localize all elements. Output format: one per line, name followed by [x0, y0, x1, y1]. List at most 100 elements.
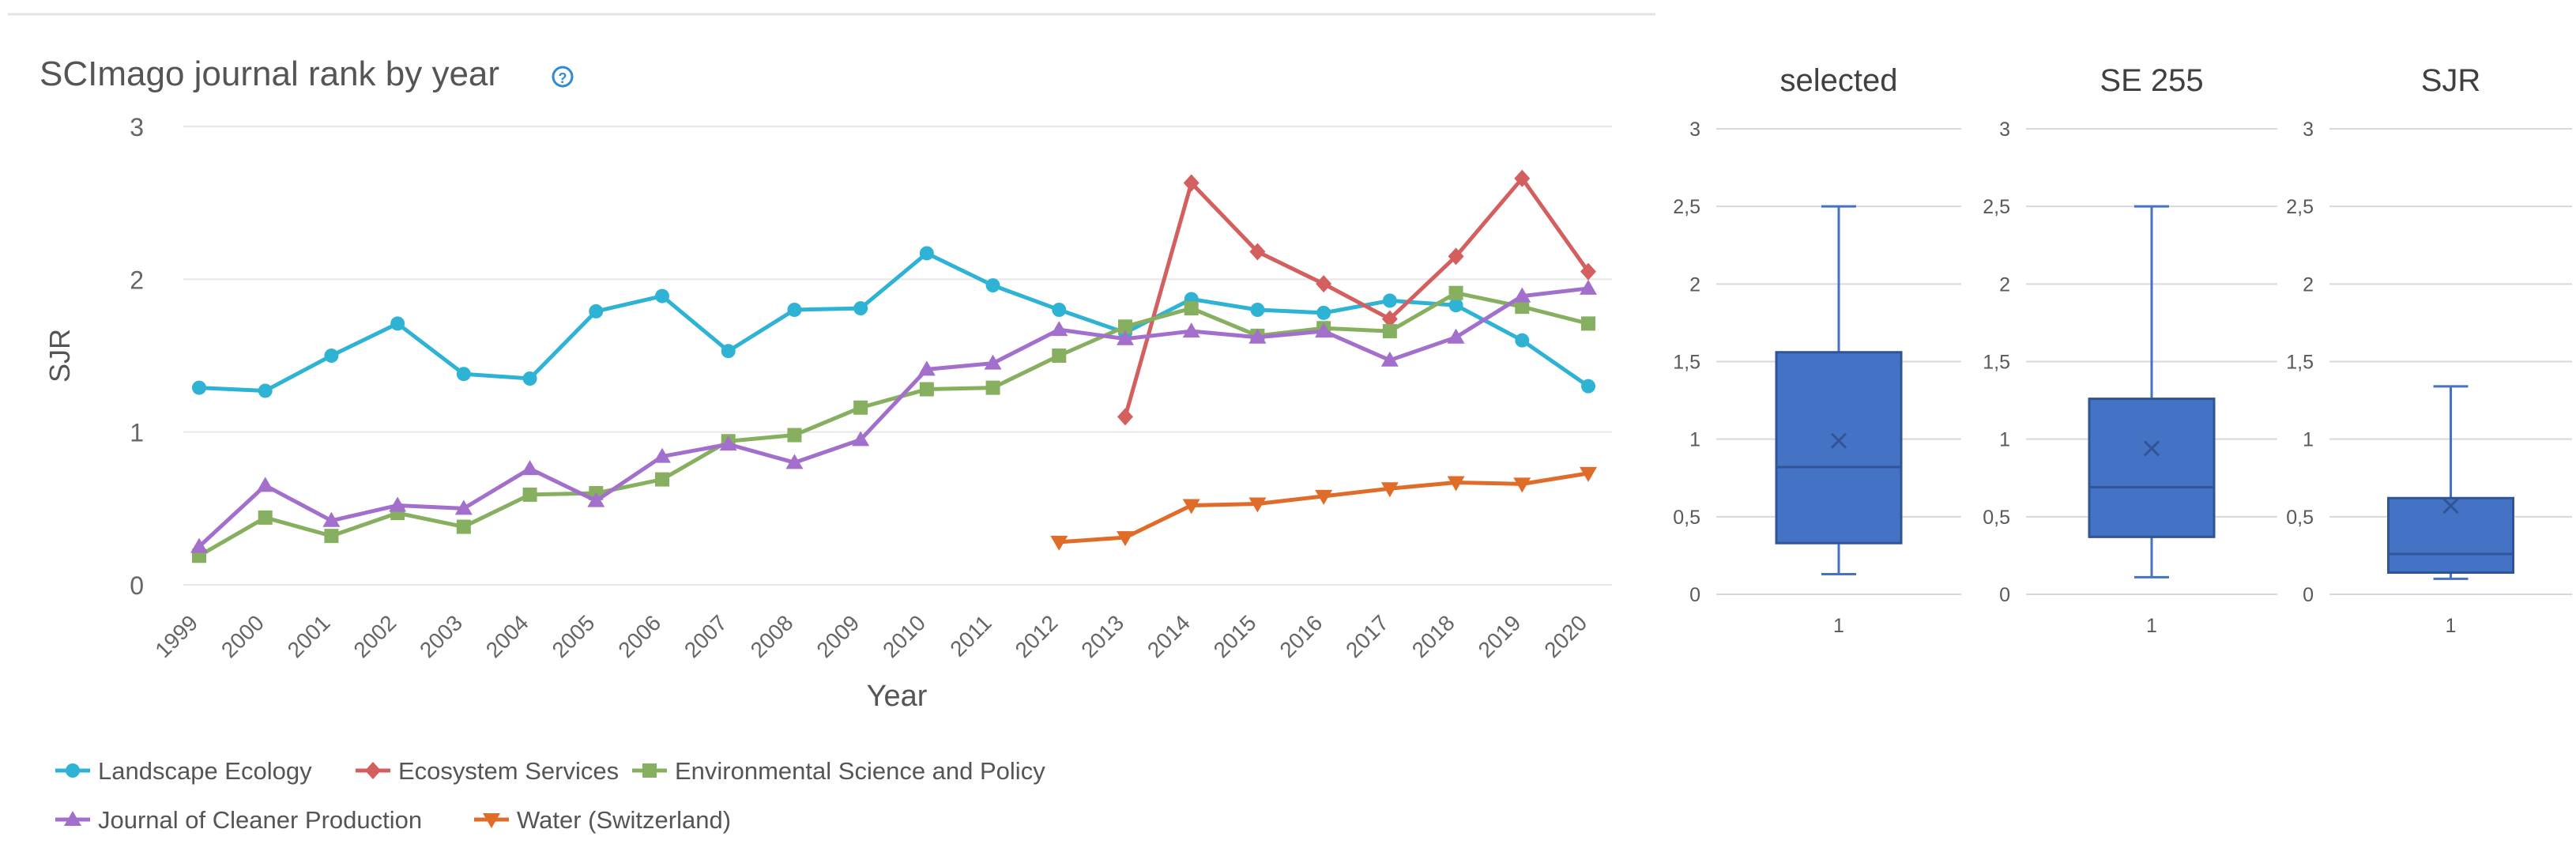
x-tick-label: 2011	[945, 610, 996, 661]
y-tick-label: 3	[1999, 119, 2010, 141]
data-point	[1447, 328, 1465, 344]
data-point	[1052, 303, 1067, 317]
series-line	[1059, 471, 1589, 545]
x-tick-label: 2007	[680, 610, 732, 662]
legend-item[interactable]: Environmental Science and Policy	[632, 757, 1045, 785]
sjr-line-chart: SCImago journal rank by year ? 0 1 2 3 1999…	[40, 55, 1612, 834]
boxplot-selected: selected 0 0,5 1 1,5 2 2,5 3 1	[1673, 63, 1961, 637]
y-tick-label: 2	[1999, 273, 2010, 296]
y-tick-label: 0	[2303, 584, 2314, 606]
y-tick-label: 1,5	[1673, 352, 1700, 374]
x-tick-label: 2018	[1407, 610, 1459, 662]
data-point	[1515, 300, 1530, 315]
x-tick-label: 1999	[150, 610, 202, 662]
mean-marker-stroke	[1830, 432, 1847, 449]
legend-item[interactable]: Journal of Cleaner Production	[55, 806, 422, 834]
data-point	[787, 428, 802, 443]
x-tick-label: 2005	[548, 610, 600, 662]
data-point	[1117, 408, 1133, 426]
mean-marker	[1830, 432, 1847, 449]
data-point	[390, 316, 405, 331]
y-tick-label: 0,5	[1673, 507, 1700, 529]
data-point	[1380, 351, 1399, 367]
data-point	[522, 371, 537, 386]
data-point	[389, 496, 407, 512]
mean-marker-stroke	[2143, 440, 2160, 457]
x-tick-label: 2000	[217, 610, 269, 662]
data-point	[589, 303, 604, 318]
data-point	[1118, 319, 1132, 334]
data-point	[190, 537, 208, 553]
data-point	[719, 435, 737, 451]
y-tick-label: 2	[2303, 273, 2314, 296]
data-point	[258, 510, 273, 525]
x-tick-label: 2017	[1341, 610, 1393, 662]
legend-item[interactable]: Ecosystem Services	[356, 757, 619, 785]
x-tick-label: 2019	[1474, 610, 1526, 662]
data-point	[1447, 476, 1465, 492]
data-point	[456, 519, 471, 534]
iqr-box	[2088, 398, 2216, 538]
y-tick-label: 1,5	[2286, 352, 2314, 374]
data-point	[1250, 303, 1265, 317]
data-point	[1581, 379, 1595, 394]
data-point	[984, 354, 1002, 370]
data-point	[1182, 322, 1200, 338]
chart-title: SCImago journal rank by year	[40, 55, 499, 93]
x-tick-label: 2010	[878, 610, 930, 662]
x-axis-label: Year	[867, 680, 928, 713]
x-tick-label: 2008	[746, 610, 798, 662]
legend-item[interactable]: Landscape Ecology	[55, 757, 312, 785]
data-point	[258, 383, 273, 398]
data-point	[985, 380, 1000, 395]
y-tick-label: 0	[1689, 584, 1700, 606]
y-tick-label: 0	[130, 571, 144, 600]
data-point	[1580, 466, 1597, 482]
data-point	[1117, 330, 1134, 345]
boxplot-se-255: SE 255 0 0,5 1 1,5 2 2,5 3 1	[1983, 63, 2277, 637]
data-point	[456, 367, 471, 382]
x-tick-label: 1	[1833, 615, 1844, 637]
data-point	[655, 288, 669, 303]
data-point	[1183, 174, 1199, 192]
data-point	[521, 460, 539, 476]
legend-marker	[66, 763, 80, 778]
legend-label: Water (Switzerland)	[517, 806, 731, 834]
data-point	[1382, 324, 1397, 339]
y-tick-label: 1	[1999, 429, 2010, 451]
series-landscape-ecology	[192, 246, 1595, 398]
y-tick-label: 1	[130, 419, 144, 447]
mean-marker	[2143, 440, 2160, 457]
y-axis-label: SJR	[43, 329, 76, 383]
series-line	[1123, 176, 1591, 418]
x-tick-label: 2002	[348, 610, 401, 662]
data-point	[1514, 169, 1531, 187]
data-point	[1117, 531, 1134, 547]
series-line	[198, 291, 1589, 558]
x-tick-label: 2015	[1209, 610, 1261, 662]
series-line	[198, 251, 1590, 393]
boxplot-sjr: SJR 0 0,5 1 1,5 2 2,5 3 1	[2286, 63, 2572, 637]
series-water-switzerland	[1050, 466, 1597, 551]
legend-label: Landscape Ecology	[98, 757, 312, 785]
legend-label: Environmental Science and Policy	[675, 757, 1045, 785]
legend-marker	[642, 763, 657, 778]
data-point	[1316, 305, 1331, 320]
y-tick-label: 2,5	[1673, 196, 1700, 218]
x-tick-label: 2014	[1143, 610, 1195, 662]
data-point	[1249, 243, 1266, 261]
x-tick-label: 2004	[481, 610, 533, 662]
y-tick-label: 2,5	[1983, 196, 2010, 218]
data-point	[454, 499, 473, 515]
legend-item[interactable]: Water (Switzerland)	[474, 806, 731, 834]
data-point	[653, 447, 671, 463]
data-point	[1381, 310, 1398, 328]
y-tick-label: 3	[2303, 119, 2314, 141]
info-circle-icon[interactable]: ?	[552, 66, 574, 88]
data-point	[721, 344, 736, 359]
data-point	[1581, 316, 1595, 331]
data-point	[324, 349, 339, 363]
data-point	[919, 382, 934, 397]
data-point	[1248, 497, 1267, 513]
